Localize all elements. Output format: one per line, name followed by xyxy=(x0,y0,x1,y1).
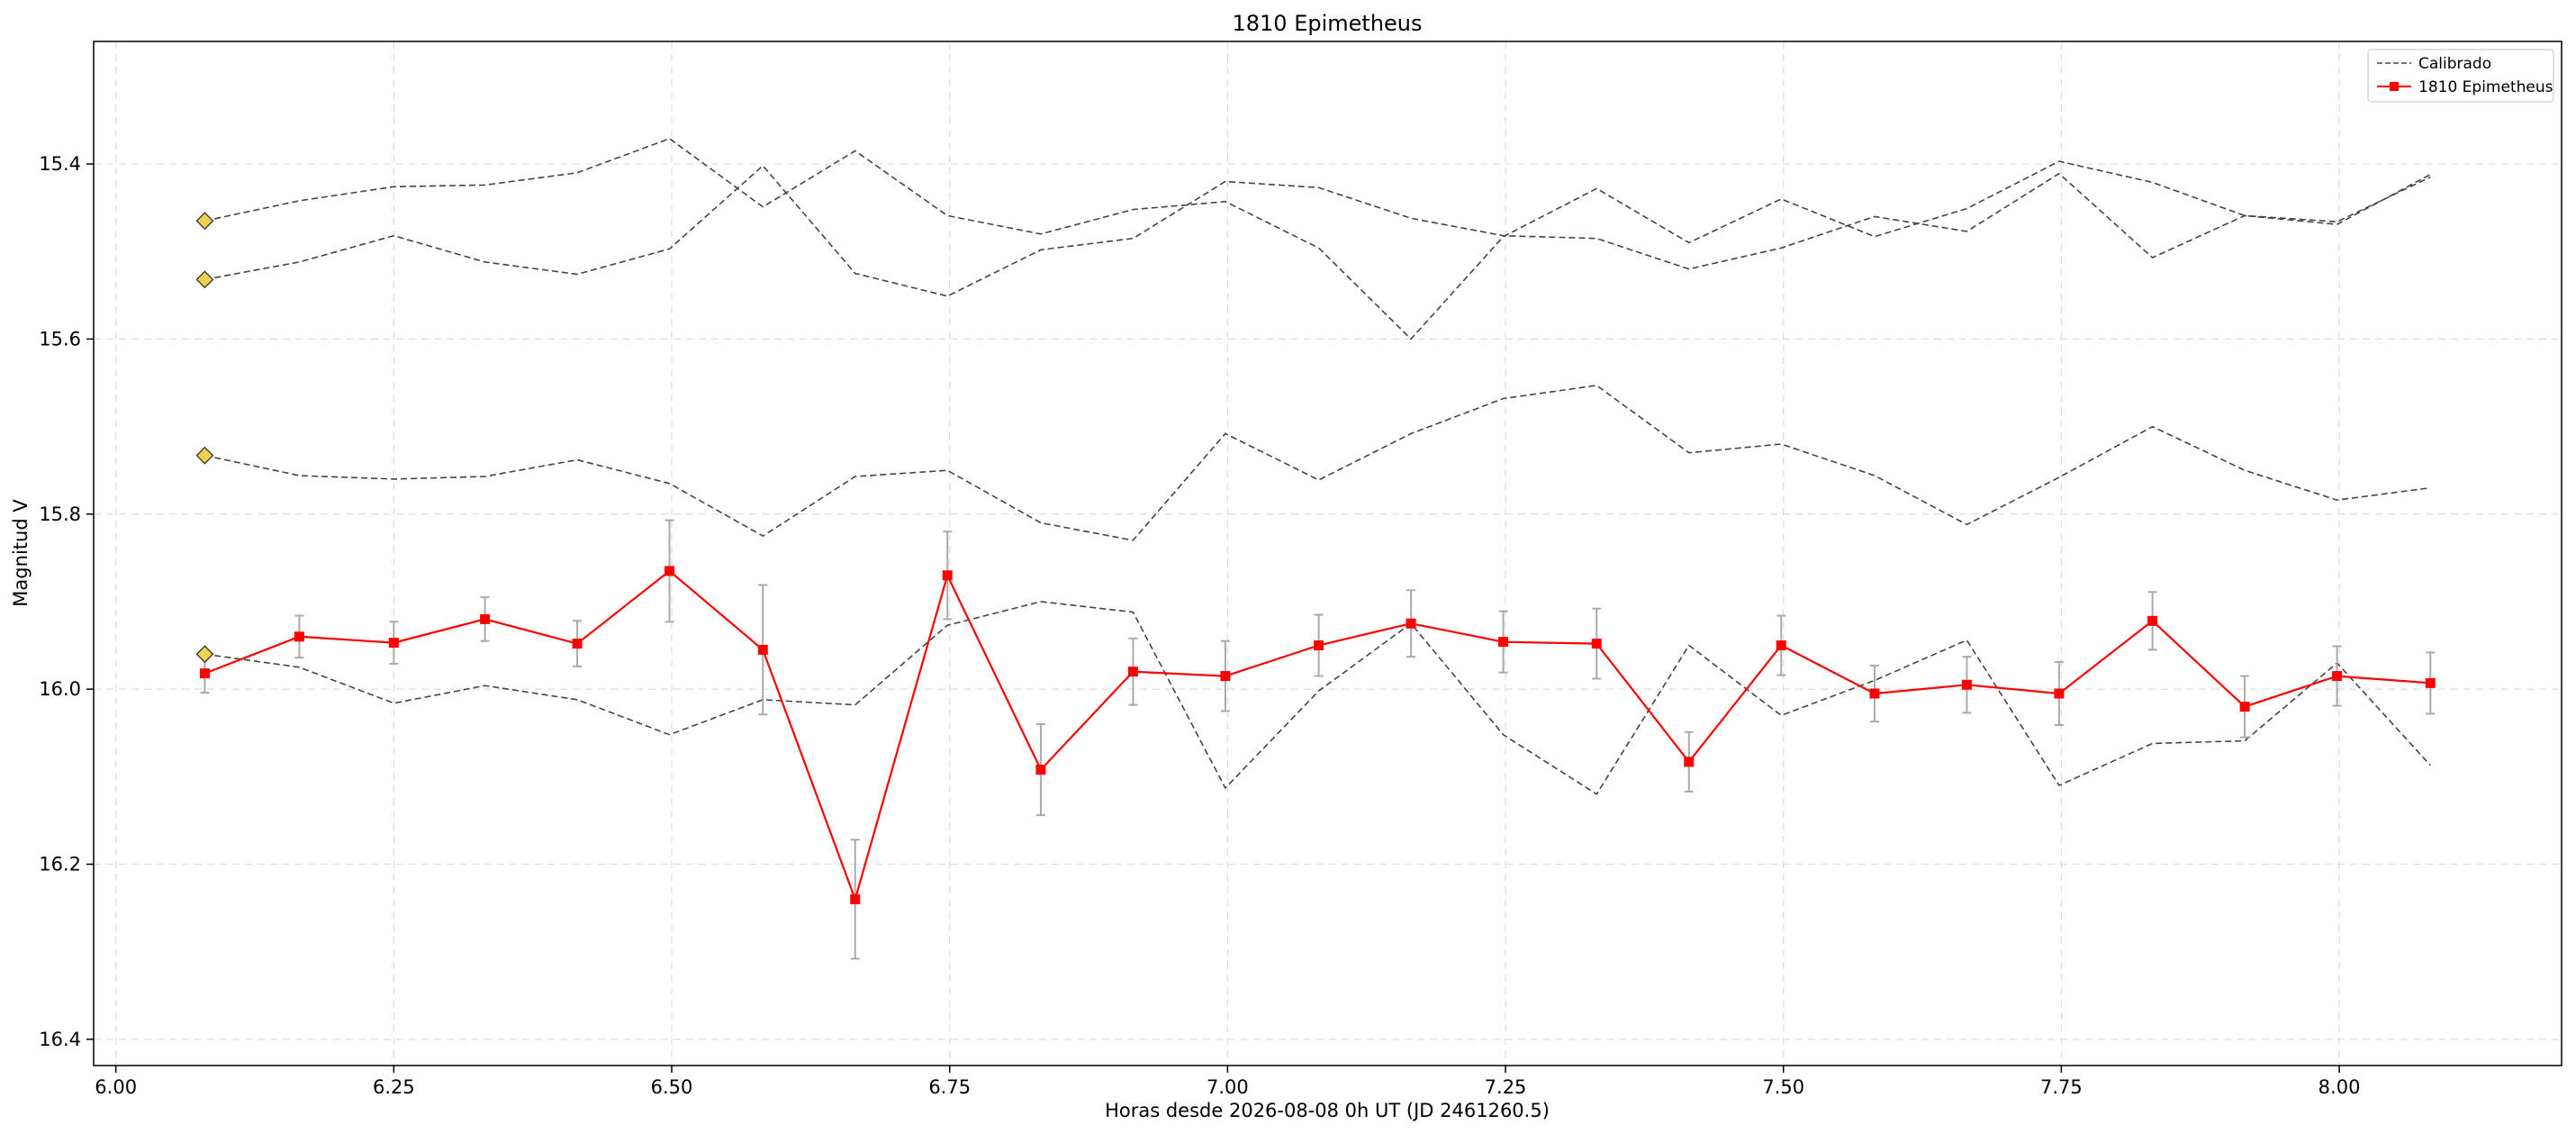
target-point xyxy=(1961,679,1972,690)
marker-group xyxy=(195,212,2436,904)
target-point xyxy=(480,613,491,624)
y-tick-label: 16.2 xyxy=(39,853,81,875)
x-tick-label: 7.50 xyxy=(1762,1076,1804,1098)
y-tick-label: 15.6 xyxy=(39,328,81,349)
comparison-star-line-3 xyxy=(204,601,2431,795)
x-tick-label: 6.75 xyxy=(928,1076,971,1098)
comparison-star-line-1 xyxy=(204,164,2431,297)
target-point xyxy=(757,644,768,655)
reference-star-marker xyxy=(195,270,214,289)
x-axis: 6.00 6.25 6.50 6.75 7.00 7.25 7.50 7.75 8.00 xyxy=(95,1066,2360,1098)
target-point xyxy=(1591,639,1602,649)
y-tick-label: 15.4 xyxy=(39,153,81,175)
legend-box xyxy=(2367,49,2554,103)
y-axis: 15.4 15.6 15.8 16.0 16.2 16.4 xyxy=(39,153,94,1050)
legend-target-marker xyxy=(2390,82,2399,91)
x-tick-label: 6.50 xyxy=(651,1076,693,1098)
legend-target-label: 1810 Epimetheus xyxy=(2418,78,2553,96)
target-point xyxy=(388,638,399,649)
target-point xyxy=(664,566,675,576)
reference-star-marker xyxy=(195,645,214,664)
target-point xyxy=(1684,757,1695,767)
x-tick-label: 6.00 xyxy=(95,1076,137,1098)
target-point xyxy=(1498,637,1509,648)
target-point xyxy=(572,639,583,649)
target-point xyxy=(1406,618,1416,629)
x-tick-label: 6.25 xyxy=(373,1076,415,1098)
target-point xyxy=(1220,671,1231,682)
grid-lines xyxy=(94,41,2562,1066)
x-tick-label: 7.00 xyxy=(1207,1076,1249,1098)
legend: Calibrado 1810 Epimetheus xyxy=(2367,49,2554,103)
target-point xyxy=(2054,688,2065,699)
y-axis-label: Magnitud V xyxy=(10,499,32,607)
target-point xyxy=(1776,640,1786,651)
target-point xyxy=(2332,671,2343,682)
target-point xyxy=(2239,702,2250,712)
target-point xyxy=(1127,667,1138,677)
x-tick-label: 7.75 xyxy=(2040,1076,2083,1098)
target-point xyxy=(850,894,861,904)
legend-calibrado-label: Calibrado xyxy=(2418,55,2491,73)
reference-star-marker xyxy=(195,446,214,465)
y-tick-label: 16.4 xyxy=(39,1029,81,1050)
target-point xyxy=(1035,765,1046,776)
target-point xyxy=(2425,677,2436,688)
x-axis-label: Horas desde 2026-08-08 0h UT (JD 2461260… xyxy=(1105,1100,1550,1121)
target-point xyxy=(1869,688,1880,699)
series-group xyxy=(204,138,2431,795)
plot-frame xyxy=(93,41,2562,1066)
target-point xyxy=(942,570,953,581)
target-point xyxy=(1314,640,1324,651)
comparison-star-line-0 xyxy=(204,138,2431,340)
x-tick-label: 8.00 xyxy=(2318,1076,2361,1098)
y-tick-label: 15.8 xyxy=(39,503,81,525)
target-point xyxy=(199,668,210,679)
target-point xyxy=(294,631,304,642)
y-tick-label: 16.0 xyxy=(39,678,81,700)
target-point xyxy=(2147,615,2158,626)
chart-title: 1810 Epimetheus xyxy=(1232,11,1422,36)
reference-star-marker xyxy=(195,212,214,231)
x-tick-label: 7.25 xyxy=(1485,1076,1527,1098)
